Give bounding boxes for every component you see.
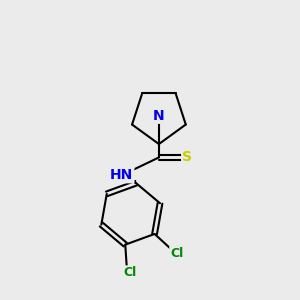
Text: Cl: Cl bbox=[123, 266, 136, 279]
Text: S: S bbox=[182, 150, 192, 164]
Text: N: N bbox=[153, 109, 165, 123]
Text: Cl: Cl bbox=[170, 247, 184, 260]
Text: HN: HN bbox=[110, 168, 134, 182]
